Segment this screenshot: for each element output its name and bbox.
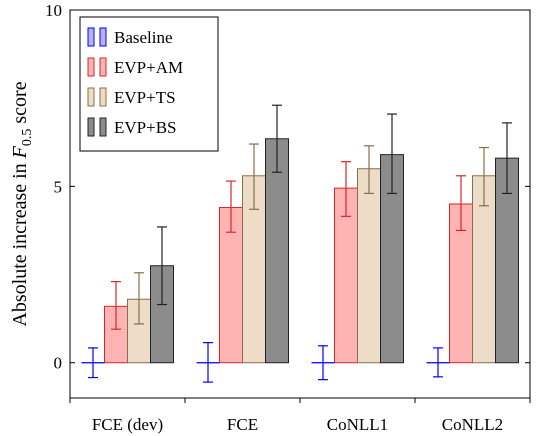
plot-frame (69, 9, 531, 399)
y-axis-label-suffix: score (9, 81, 31, 128)
y-axis-label-math: F (9, 145, 31, 159)
legend-items: Baseline EVP+AM EVP+TS EVP+BS (87, 27, 183, 137)
error-bars (81, 104, 512, 383)
legend-swatch (99, 57, 107, 77)
legend-swatch (99, 87, 107, 107)
legend-swatch (87, 57, 95, 77)
x-tick-label: FCE (dev) (92, 415, 163, 434)
legend-swatch (87, 27, 95, 47)
y-tick-label: 0 (54, 354, 63, 373)
legend-swatch (87, 87, 95, 107)
y-axis-label: Absolute increase in F0.5 score (9, 81, 35, 326)
bar (357, 168, 381, 364)
legend: Baseline EVP+AM EVP+TS EVP+BS (79, 16, 219, 152)
x-tick-label: CoNLL1 (327, 415, 388, 434)
legend-label: EVP+BS (114, 118, 177, 137)
legend-swatch (87, 117, 95, 137)
legend-swatch (99, 117, 107, 137)
legend-label: EVP+TS (114, 88, 176, 107)
tick-labels: 0 5 10 FCE (dev) FCE CoNLL1 CoNLL2 (45, 1, 503, 434)
legend-label: EVP+AM (114, 58, 183, 77)
x-tick-label: CoNLL2 (442, 415, 503, 434)
y-tick-label: 10 (45, 1, 62, 20)
y-tick-label: 5 (54, 177, 63, 196)
legend-swatch (99, 27, 107, 47)
y-axis-label-prefix: Absolute increase in (9, 158, 31, 326)
legend-label: Baseline (114, 28, 173, 47)
y-axis-label-sub: 0.5 (20, 129, 35, 147)
bars (104, 138, 519, 364)
x-tick-label: FCE (227, 415, 258, 434)
